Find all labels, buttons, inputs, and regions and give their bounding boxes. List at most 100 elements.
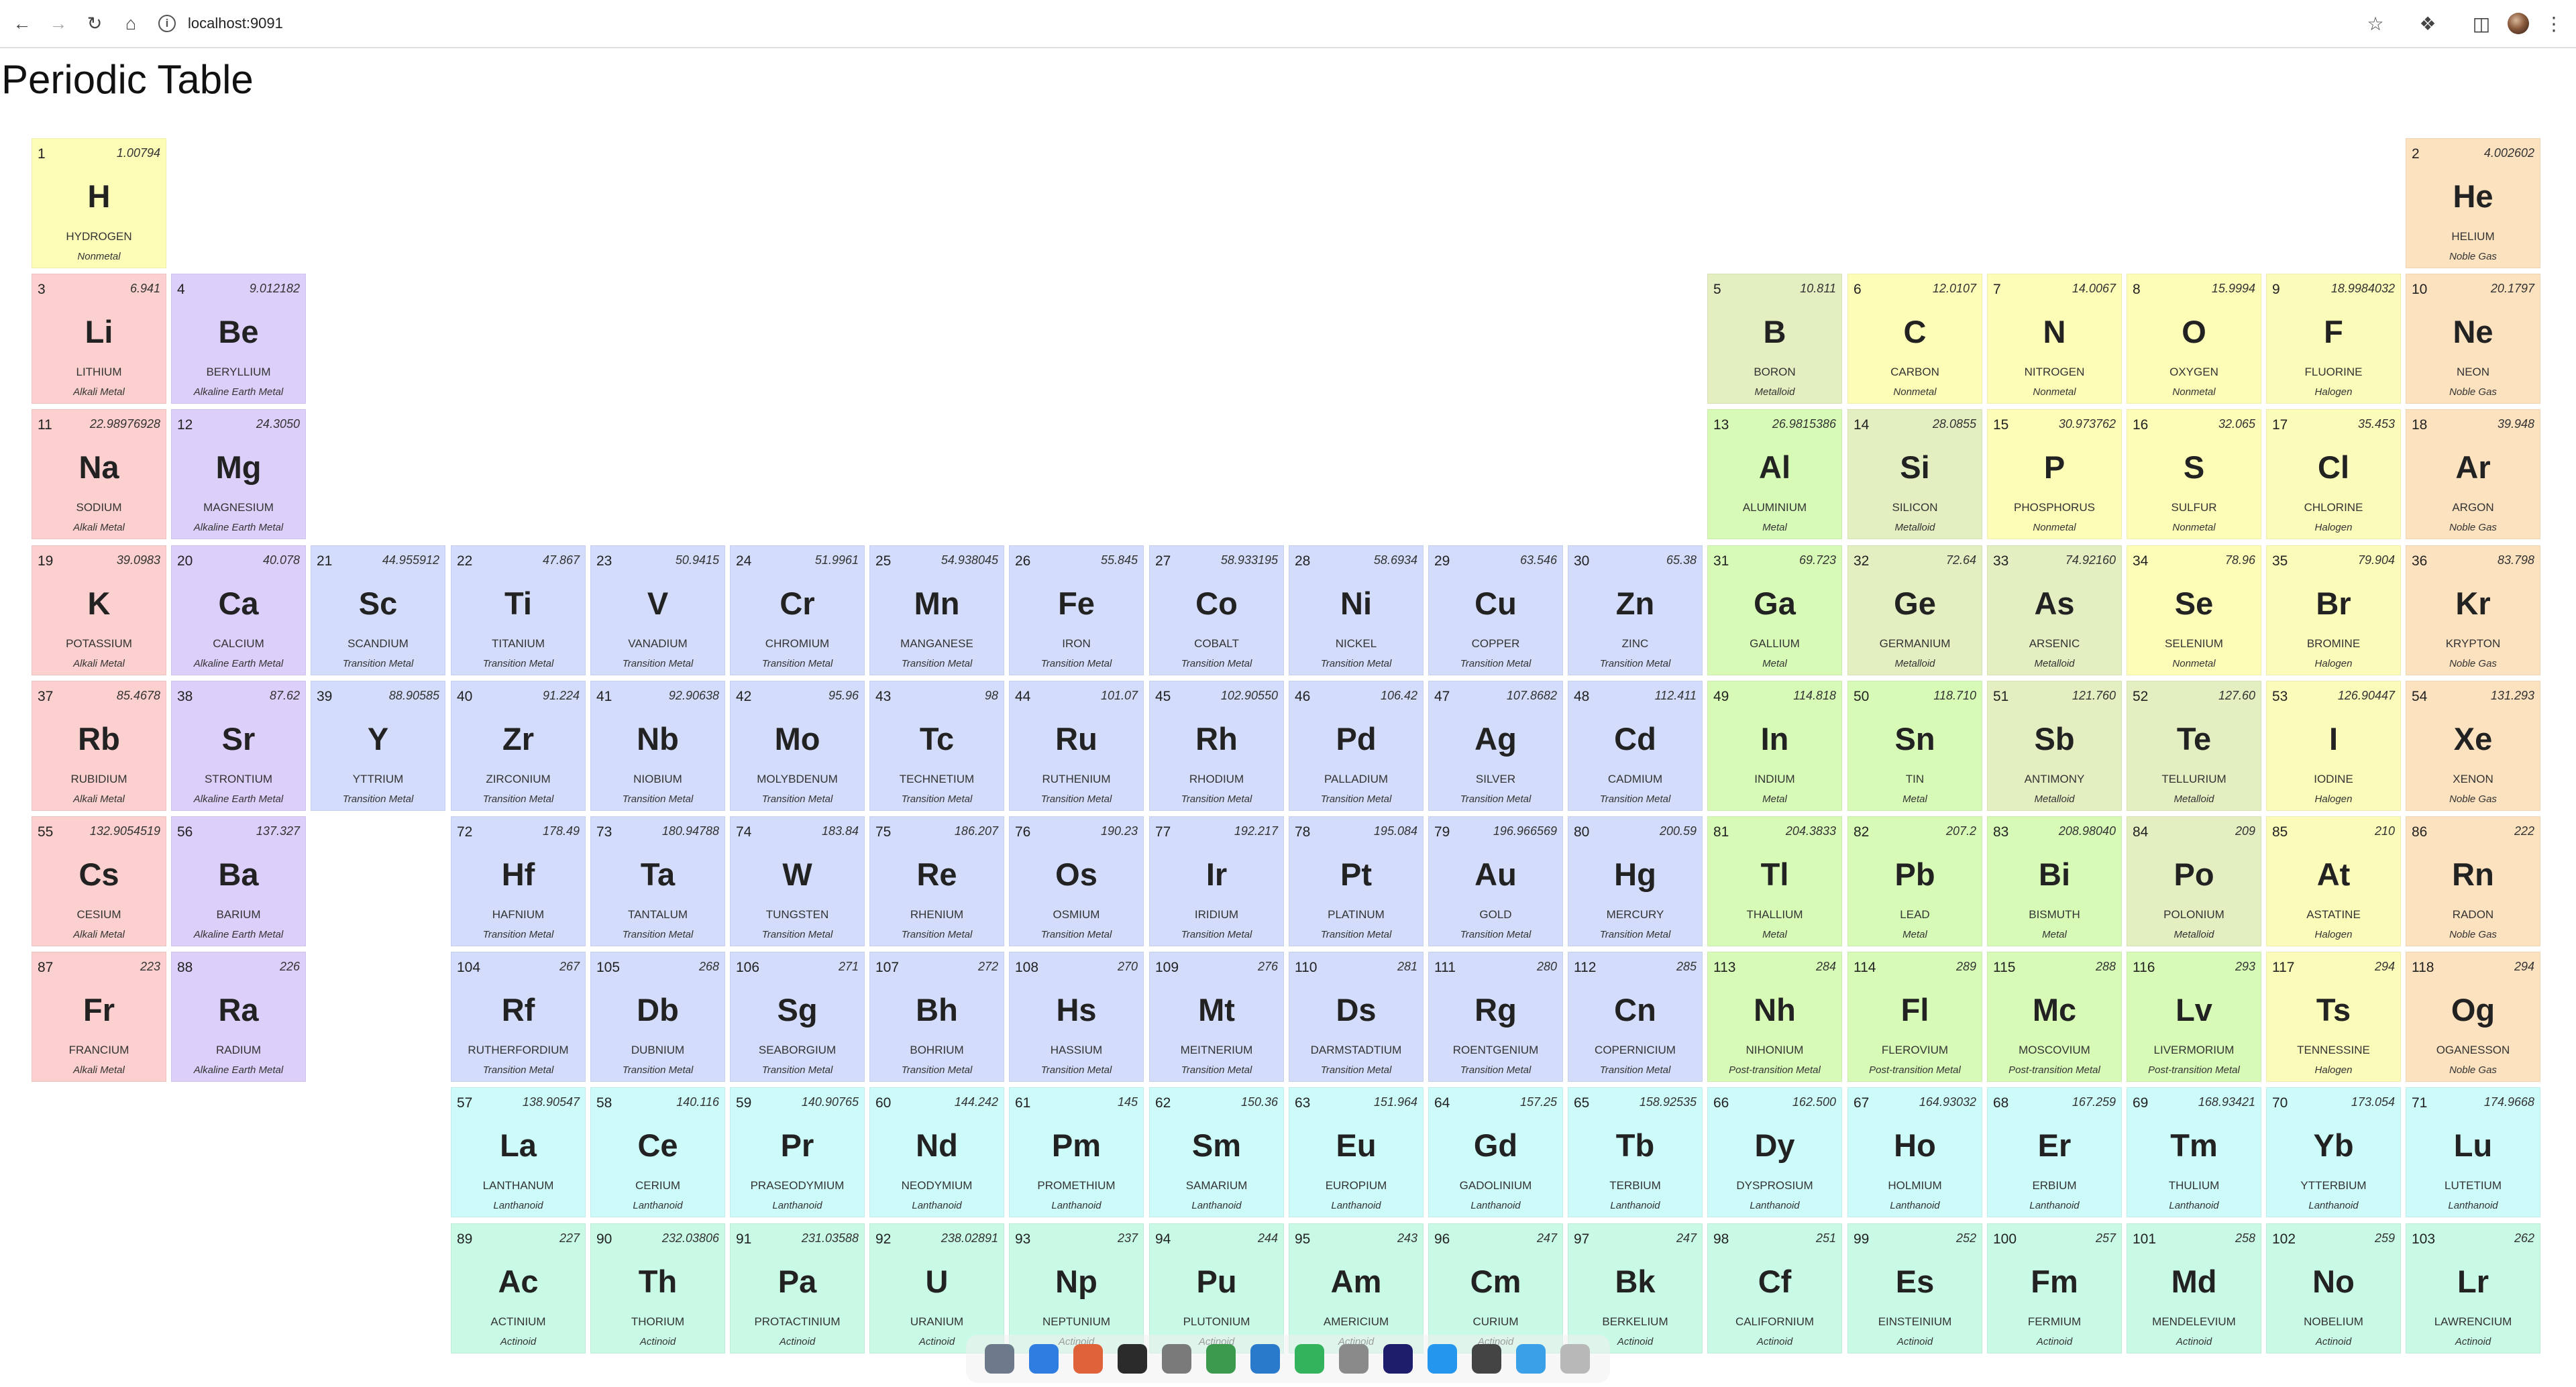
element-cell[interactable]: 3 6.941 Li LITHIUM Alkali Metal	[32, 274, 166, 404]
element-cell[interactable]: 111 280 Rg ROENTGENIUM Transition Metal	[1428, 952, 1563, 1082]
element-cell[interactable]: 50 118.710 Sn TIN Metal	[1847, 681, 1982, 811]
element-cell[interactable]: 94244PuPLUTONIUMActinoid	[1149, 1223, 1284, 1353]
element-cell[interactable]: 44 101.07 Ru RUTHENIUM Transition Metal	[1009, 681, 1144, 811]
element-cell[interactable]: 6 12.0107 C CARBON Nonmetal	[1847, 274, 1982, 404]
element-cell[interactable]: 39 88.90585 Y YTTRIUM Transition Metal	[311, 681, 445, 811]
element-cell[interactable]: 1 1.00794 H HYDROGEN Nonmetal	[32, 138, 166, 268]
element-cell[interactable]: 43 98 Tc TECHNETIUM Transition Metal	[869, 681, 1004, 811]
element-cell[interactable]: 38 87.62 Sr STRONTIUM Alkaline Earth Metal	[171, 681, 306, 811]
element-cell[interactable]: 20 40.078 Ca CALCIUM Alkaline Earth Metal	[171, 545, 306, 675]
element-cell[interactable]: 12 24.3050 Mg MAGNESIUM Alkaline Earth Metal	[171, 409, 306, 539]
reload-icon[interactable]: ↻	[87, 13, 103, 34]
element-cell[interactable]: 59 140.90765 Pr PRASEODYMIUM Lanthanoid	[730, 1087, 865, 1217]
element-cell[interactable]: 61 145 Pm PROMETHIUM Lanthanoid	[1009, 1087, 1144, 1217]
launchpad-icon[interactable]	[985, 1344, 1014, 1374]
element-cell[interactable]: 108 270 Hs HASSIUM Transition Metal	[1009, 952, 1144, 1082]
avatar[interactable]	[2504, 9, 2532, 38]
element-cell[interactable]: 35 79.904 Br BROMINE Halogen	[2266, 545, 2401, 675]
element-cell[interactable]: 40 91.224 Zr ZIRCONIUM Transition Metal	[451, 681, 586, 811]
element-cell[interactable]: 73 180.94788 Ta TANTALUM Transition Metal	[590, 816, 725, 946]
calculator-icon[interactable]	[1472, 1344, 1501, 1374]
element-cell[interactable]: 66 162.500 Dy DYSPROSIUM Lanthanoid	[1707, 1087, 1842, 1217]
element-cell[interactable]: 16 32.065 S SULFUR Nonmetal	[2127, 409, 2261, 539]
element-cell[interactable]: 33 74.92160 As ARSENIC Metalloid	[1987, 545, 2122, 675]
element-cell[interactable]: 49 114.818 In INDIUM Metal	[1707, 681, 1842, 811]
element-cell[interactable]: 68 167.259 Er ERBIUM Lanthanoid	[1987, 1087, 2122, 1217]
element-cell[interactable]: 101 258 Md MENDELEVIUM Actinoid	[2127, 1223, 2261, 1353]
element-cell[interactable]: 76 190.23 Os OSMIUM Transition Metal	[1009, 816, 1144, 946]
star-icon[interactable]: ☆	[2367, 13, 2384, 34]
element-cell[interactable]: 107 272 Bh BOHRIUM Transition Metal	[869, 952, 1004, 1082]
element-cell[interactable]: 9 18.9984032 F FLUORINE Halogen	[2266, 274, 2401, 404]
element-cell[interactable]: 21 44.955912 Sc SCANDIUM Transition Metal	[311, 545, 445, 675]
site-info-icon[interactable]: i	[158, 15, 176, 32]
element-cell[interactable]: 41 92.90638 Nb NIOBIUM Transition Metal	[590, 681, 725, 811]
element-cell[interactable]: 83 208.98040 Bi BISMUTH Metal	[1987, 816, 2122, 946]
element-cell[interactable]: 27 58.933195 Co COBALT Transition Metal	[1149, 545, 1284, 675]
element-cell[interactable]: 78 195.084 Pt PLATINUM Transition Metal	[1289, 816, 1424, 946]
element-cell[interactable]: 81 204.3833 Tl THALLIUM Metal	[1707, 816, 1842, 946]
element-cell[interactable]: 80 200.59 Hg MERCURY Transition Metal	[1568, 816, 1703, 946]
element-cell[interactable]: 55 132.9054519 Cs CESIUM Alkali Metal	[32, 816, 166, 946]
element-cell[interactable]: 19 39.0983 K POTASSIUM Alkali Metal	[32, 545, 166, 675]
element-cell[interactable]: 17 35.453 Cl CHLORINE Halogen	[2266, 409, 2401, 539]
element-cell[interactable]: 11 22.98976928 Na SODIUM Alkali Metal	[32, 409, 166, 539]
element-cell[interactable]: 48 112.411 Cd CADMIUM Transition Metal	[1568, 681, 1703, 811]
element-cell[interactable]: 77 192.217 Ir IRIDIUM Transition Metal	[1149, 816, 1284, 946]
url-text[interactable]: localhost:9091	[188, 15, 283, 32]
element-cell[interactable]: 91 231.03588 Pa PROTACTINIUM Actinoid	[730, 1223, 865, 1353]
element-cell[interactable]: 84 209 Po POLONIUM Metalloid	[2127, 816, 2261, 946]
element-cell[interactable]: 18 39.948 Ar ARGON Noble Gas	[2406, 409, 2540, 539]
element-cell[interactable]: 62 150.36 Sm SAMARIUM Lanthanoid	[1149, 1087, 1284, 1217]
element-cell[interactable]: 26 55.845 Fe IRON Transition Metal	[1009, 545, 1144, 675]
element-cell[interactable]: 74 183.84 W TUNGSTEN Transition Metal	[730, 816, 865, 946]
element-cell[interactable]: 112 285 Cn COPERNICIUM Transition Metal	[1568, 952, 1703, 1082]
element-cell[interactable]: 30 65.38 Zn ZINC Transition Metal	[1568, 545, 1703, 675]
element-cell[interactable]: 57 138.90547 La LANTHANUM Lanthanoid	[451, 1087, 586, 1217]
element-cell[interactable]: 99 252 Es EINSTEINIUM Actinoid	[1847, 1223, 1982, 1353]
element-cell[interactable]: 51 121.760 Sb ANTIMONY Metalloid	[1987, 681, 2122, 811]
element-cell[interactable]: 95243AmAMERICIUMActinoid	[1289, 1223, 1424, 1353]
address-bar[interactable]: i localhost:9091	[158, 7, 283, 40]
element-cell[interactable]: 116 293 Lv LIVERMORIUM Post-transition Metal	[2127, 952, 2261, 1082]
element-cell[interactable]: 98 251 Cf CALIFORNIUM Actinoid	[1707, 1223, 1842, 1353]
element-cell[interactable]: 113 284 Nh NIHONIUM Post-transition Metal	[1707, 952, 1842, 1082]
docker-icon[interactable]	[1428, 1344, 1457, 1374]
back-arrow-icon[interactable]: ←	[13, 13, 32, 34]
puzzle-icon[interactable]: ❖	[2419, 13, 2436, 34]
element-cell[interactable]: 86 222 Rn RADON Noble Gas	[2406, 816, 2540, 946]
element-cell[interactable]: 63 151.964 Eu EUROPIUM Lanthanoid	[1289, 1087, 1424, 1217]
intellij-icon[interactable]	[1383, 1344, 1413, 1374]
element-cell[interactable]: 70 173.054 Yb YTTERBIUM Lanthanoid	[2266, 1087, 2401, 1217]
element-cell[interactable]: 110 281 Ds DARMSTADTIUM Transition Metal	[1289, 952, 1424, 1082]
element-cell[interactable]: 15 30.973762 P PHOSPHORUS Nonmetal	[1987, 409, 2122, 539]
element-cell[interactable]: 29 63.546 Cu COPPER Transition Metal	[1428, 545, 1563, 675]
element-cell[interactable]: 5 10.811 B BORON Metalloid	[1707, 274, 1842, 404]
element-cell[interactable]: 45 102.90550 Rh RHODIUM Transition Metal	[1149, 681, 1284, 811]
element-cell[interactable]: 85 210 At ASTATINE Halogen	[2266, 816, 2401, 946]
element-cell[interactable]: 22 47.867 Ti TITANIUM Transition Metal	[451, 545, 586, 675]
element-cell[interactable]: 118 294 Og OGANESSON Noble Gas	[2406, 952, 2540, 1082]
element-cell[interactable]: 88 226 Ra RADIUM Alkaline Earth Metal	[171, 952, 306, 1082]
chrome-icon[interactable]	[1206, 1344, 1236, 1374]
settings-icon[interactable]	[1162, 1344, 1191, 1374]
element-cell[interactable]: 103 262 Lr LAWRENCIUM Actinoid	[2406, 1223, 2540, 1353]
trash-icon[interactable]	[1560, 1344, 1590, 1374]
element-cell[interactable]: 87 223 Fr FRANCIUM Alkali Metal	[32, 952, 166, 1082]
element-cell[interactable]: 104 267 Rf RUTHERFORDIUM Transition Metal	[451, 952, 586, 1082]
element-cell[interactable]: 25 54.938045 Mn MANGANESE Transition Metal	[869, 545, 1004, 675]
element-cell[interactable]: 65 158.92535 Tb TERBIUM Lanthanoid	[1568, 1087, 1703, 1217]
element-cell[interactable]: 14 28.0855 Si SILICON Metalloid	[1847, 409, 1982, 539]
element-cell[interactable]: 7 14.0067 N NITROGEN Nonmetal	[1987, 274, 2122, 404]
element-cell[interactable]: 75 186.207 Re RHENIUM Transition Metal	[869, 816, 1004, 946]
side-panel-icon[interactable]: ◫	[2472, 13, 2491, 34]
element-cell[interactable]: 105 268 Db DUBNIUM Transition Metal	[590, 952, 725, 1082]
element-cell[interactable]: 24 51.9961 Cr CHROMIUM Transition Metal	[730, 545, 865, 675]
element-cell[interactable]: 71 174.9668 Lu LUTETIUM Lanthanoid	[2406, 1087, 2540, 1217]
element-cell[interactable]: 117 294 Ts TENNESSINE Halogen	[2266, 952, 2401, 1082]
forward-arrow-icon[interactable]: →	[49, 13, 68, 34]
element-cell[interactable]: 100 257 Fm FERMIUM Actinoid	[1987, 1223, 2122, 1353]
element-cell[interactable]: 106 271 Sg SEABORGIUM Transition Metal	[730, 952, 865, 1082]
element-cell[interactable]: 56 137.327 Ba BARIUM Alkaline Earth Metal	[171, 816, 306, 946]
element-cell[interactable]: 13 26.9815386 Al ALUMINIUM Metal	[1707, 409, 1842, 539]
